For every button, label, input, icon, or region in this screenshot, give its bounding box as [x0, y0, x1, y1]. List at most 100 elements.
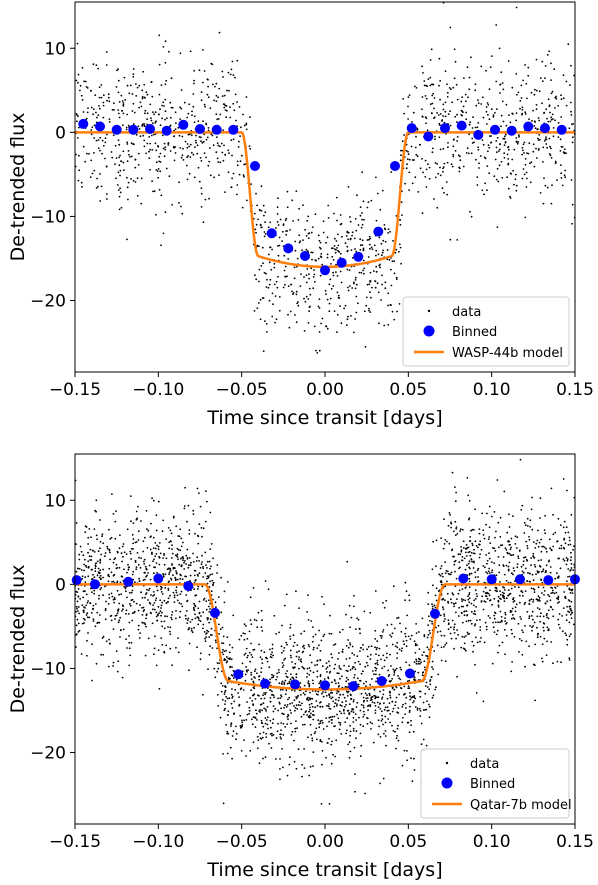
data-point — [448, 87, 451, 89]
data-point — [98, 621, 101, 624]
data-point — [217, 161, 220, 163]
data-point — [114, 618, 116, 620]
data-point — [319, 740, 322, 742]
data-point — [168, 175, 171, 178]
data-point — [478, 162, 480, 165]
data-point — [563, 547, 566, 550]
data-point — [522, 595, 524, 597]
data-point — [143, 83, 146, 86]
data-point — [179, 593, 182, 595]
data-point — [222, 635, 225, 638]
data-point — [316, 670, 319, 672]
data-point — [283, 604, 286, 607]
data-point — [365, 685, 367, 687]
data-point — [95, 64, 98, 66]
data-point — [451, 592, 454, 595]
data-point — [435, 539, 438, 542]
data-point — [98, 597, 100, 600]
data-point — [216, 662, 219, 664]
data-point — [328, 660, 330, 663]
data-point — [225, 695, 228, 698]
data-point — [209, 645, 212, 648]
data-point — [105, 600, 107, 603]
data-point — [370, 246, 373, 249]
data-point — [470, 215, 473, 218]
data-point — [460, 100, 463, 103]
data-point — [115, 567, 118, 570]
data-point — [533, 588, 536, 591]
data-point — [194, 570, 197, 572]
data-point — [464, 93, 467, 96]
data-point — [294, 727, 297, 730]
binned-point — [423, 131, 434, 142]
data-point — [368, 694, 371, 697]
data-point — [301, 702, 303, 705]
data-point — [150, 81, 153, 83]
data-point — [86, 612, 89, 615]
data-point — [78, 612, 80, 615]
data-point — [209, 511, 212, 514]
data-point — [366, 239, 369, 241]
data-point — [231, 675, 234, 677]
data-point — [84, 160, 87, 163]
binned-point — [250, 161, 260, 171]
data-point — [182, 559, 184, 562]
data-point — [266, 716, 269, 719]
data-point — [145, 510, 148, 512]
data-point — [518, 135, 520, 138]
data-point — [422, 171, 424, 174]
data-point — [228, 89, 230, 92]
data-point — [104, 607, 107, 610]
data-point — [405, 707, 407, 709]
data-point — [409, 695, 411, 698]
data-point — [193, 588, 196, 590]
data-point — [116, 69, 118, 72]
data-point — [439, 630, 442, 633]
data-point — [100, 185, 103, 188]
data-point — [501, 591, 504, 594]
data-point — [112, 665, 114, 667]
data-point — [119, 581, 122, 584]
data-point — [285, 641, 288, 644]
data-point — [573, 623, 575, 626]
data-point — [444, 618, 446, 620]
data-point — [334, 237, 336, 240]
data-point — [230, 693, 233, 696]
data-point — [328, 802, 331, 805]
data-point — [569, 613, 572, 616]
data-point — [159, 161, 162, 163]
data-point — [110, 592, 113, 595]
data-point — [400, 630, 403, 633]
data-point — [311, 739, 314, 742]
data-point — [251, 656, 254, 659]
data-point — [320, 803, 323, 805]
data-point — [347, 231, 350, 234]
data-point — [144, 578, 146, 581]
data-point — [480, 65, 483, 68]
data-point — [176, 594, 179, 597]
data-point — [356, 194, 358, 197]
data-point — [308, 667, 311, 669]
data-point — [487, 615, 490, 617]
data-point — [565, 80, 568, 83]
data-point — [190, 561, 192, 564]
data-point — [302, 239, 304, 242]
data-point — [309, 670, 312, 672]
data-point — [387, 669, 389, 672]
data-point — [274, 295, 277, 297]
data-point — [276, 213, 279, 215]
data-point — [431, 112, 433, 115]
data-point — [471, 544, 474, 547]
data-point — [78, 154, 80, 157]
data-point — [374, 669, 377, 672]
data-point — [384, 721, 387, 724]
data-point — [206, 577, 208, 580]
binned-point — [161, 125, 172, 136]
data-point — [435, 587, 438, 590]
data-point — [408, 189, 410, 192]
data-point — [212, 83, 214, 86]
data-point — [307, 215, 309, 218]
data-point — [328, 703, 330, 705]
data-point — [317, 257, 320, 260]
data-point — [291, 290, 293, 293]
